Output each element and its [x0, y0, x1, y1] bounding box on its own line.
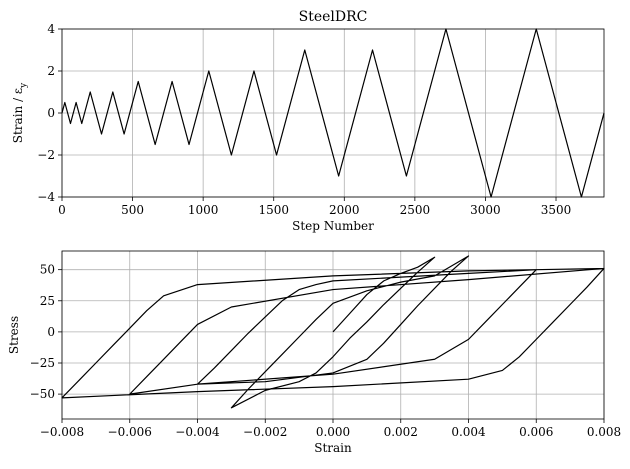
- chart-title: SteelDRC: [299, 9, 368, 25]
- x-tick-label: 0: [58, 203, 66, 217]
- x-tick-label: 500: [121, 203, 144, 217]
- x-tick-label: 0.006: [519, 425, 553, 439]
- y-tick-label: 0: [47, 106, 55, 120]
- x-tick-label: 3500: [541, 203, 572, 217]
- x-tick-label: 0.008: [587, 425, 621, 439]
- x-tick-label: −0.008: [40, 425, 84, 439]
- x-tick-label: 0.002: [384, 425, 418, 439]
- x-tick-label: 2500: [400, 203, 431, 217]
- y-axis-label: Stress: [7, 316, 21, 354]
- y-axis-label-text: Stress: [7, 316, 21, 354]
- x-axis-label: Strain: [314, 441, 352, 455]
- y-tick-label: 25: [40, 294, 55, 308]
- y-tick-label: 2: [47, 64, 55, 78]
- x-tick-label: −0.002: [243, 425, 287, 439]
- x-tick-label: 0.000: [316, 425, 350, 439]
- x-tick-label: 0.004: [451, 425, 486, 439]
- y-axis-label: Strain / εy: [11, 82, 29, 143]
- y-tick-label: 0: [47, 325, 55, 339]
- y-tick-label: 50: [40, 263, 55, 277]
- y-tick-label: −50: [30, 387, 55, 401]
- y-tick-label: −4: [37, 190, 55, 204]
- y-tick-label: 4: [47, 22, 55, 36]
- bottom-chart-stress-strain: −0.008 −0.006 −0.004 −0.002 0.000 0.002 0.004 0…: [7, 250, 621, 455]
- x-tick-label: 2000: [329, 203, 360, 217]
- x-tick-label: −0.004: [175, 425, 220, 439]
- x-tick-label: 3000: [470, 203, 501, 217]
- y-axis-label-subscript: y: [19, 82, 29, 89]
- y-tick-label: −25: [30, 356, 55, 370]
- top-chart-strain-history: 0 500 1000 1500 2000 2500 3000 3500 −4 −2 0 2 4 Steel…: [11, 9, 605, 233]
- x-axis-label: Step Number: [292, 219, 374, 233]
- series-line-0: [61, 255, 605, 409]
- y-axis-label-text: Strain / ε: [11, 88, 25, 143]
- x-tick-label: 1500: [258, 203, 289, 217]
- y-tick-label: −2: [37, 148, 55, 162]
- series-line-0: [61, 28, 605, 198]
- x-tick-label: 1000: [188, 203, 219, 217]
- x-tick-label: −0.006: [108, 425, 152, 439]
